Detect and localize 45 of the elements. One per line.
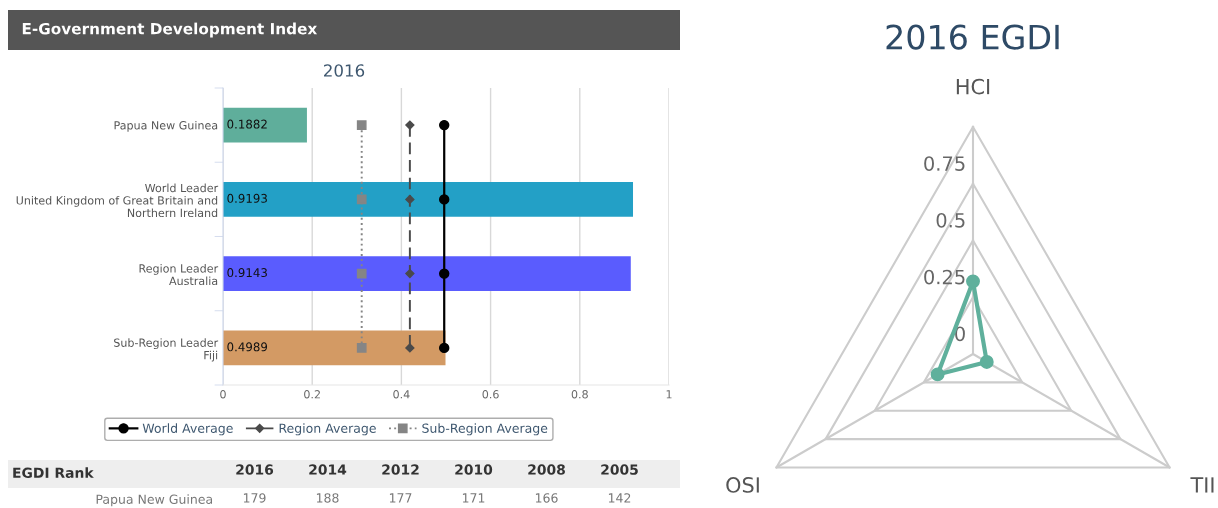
chart-title: E-Government Development Index [22,22,318,38]
chart-title: 2016 EGDI [886,24,1059,50]
data-label: 188 [316,493,339,503]
spoke-label: TII [1190,477,1214,493]
data-label: 179 [243,493,266,503]
x-tick-label: 2014 [309,464,347,475]
y-tick-label: Papua New Guinea [114,120,218,132]
x-tick-label: 0.6 [482,390,499,399]
x-tick-label: 2012 [382,464,419,475]
y-tick-label: Region Leader Australia [139,264,219,286]
legend-label: Sub-Region Average [422,423,548,436]
bar [223,181,634,217]
legend-label: Region Average [279,423,376,436]
legend-label: World Average [142,423,233,436]
x-tick-label: 0.2 [304,390,320,399]
data-label: 171 [462,493,485,503]
x-tick-label: 0.4 [393,390,410,399]
y-tick-label: 0.25 [924,269,965,285]
y-tick-label: 0 [955,326,965,342]
chart-subtitle: 2016 [324,64,365,77]
x-tick-label: 2005 [601,464,638,475]
y-tick-label: Papua New Guinea [96,494,213,507]
x-tick-label: 1 [666,390,672,399]
x-tick-label: 2008 [528,464,565,475]
spoke-label: OSI [726,477,759,493]
y-tick-label: Sub-Region Leader Fiji [114,338,219,362]
data-label: 0.1882 [227,119,267,129]
x-tick-label: 2010 [455,464,493,475]
x-tick-label: 2016 [236,464,274,475]
spoke-label: HCI [956,78,990,95]
y-tick-label: 0.5 [936,212,965,228]
bar [223,330,446,366]
data-label: 0.9193 [227,193,267,203]
x-tick-label: 0.8 [571,390,588,399]
data-label: 0.9143 [227,268,267,278]
bar [223,107,307,143]
y-tick-label: 0.75 [924,156,965,171]
data-label: 166 [535,493,558,503]
data-label: 142 [608,493,631,503]
bar [223,256,631,292]
y-tick-label: World Leader United Kingdom of Great Britain and Northern Ireland [16,183,219,218]
x-tick-label: 0 [220,390,226,399]
text: EGDI Rank [13,467,94,479]
data-label: 0.4989 [227,342,268,352]
data-label: 177 [389,493,412,503]
